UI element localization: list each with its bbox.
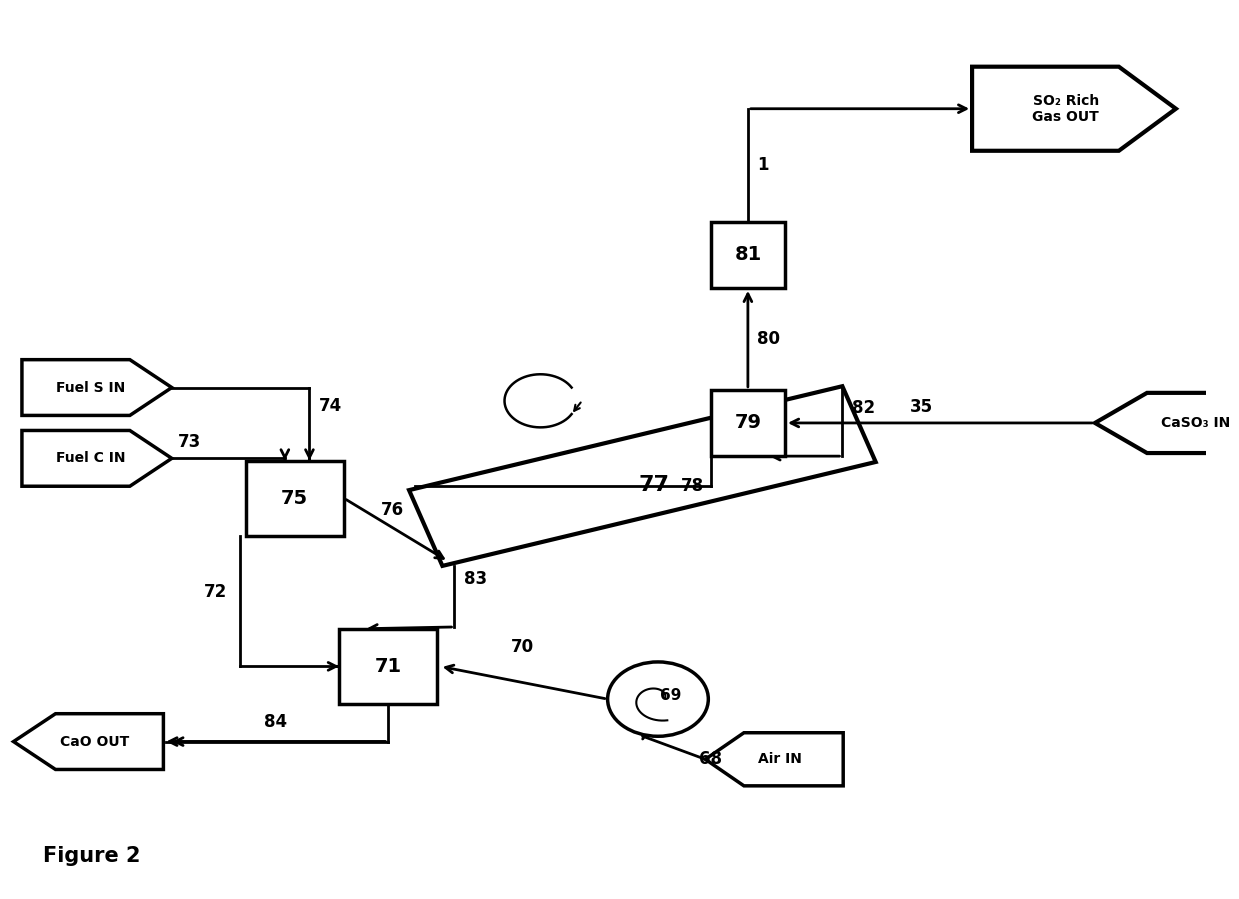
Polygon shape bbox=[705, 733, 844, 786]
Text: 71: 71 bbox=[374, 657, 401, 676]
Text: 76: 76 bbox=[382, 501, 404, 519]
Polygon shape bbox=[973, 67, 1176, 151]
Circle shape bbox=[607, 662, 709, 736]
Text: CaO OUT: CaO OUT bbox=[59, 734, 129, 749]
FancyBboxPatch shape bbox=[711, 390, 786, 456]
Text: 80: 80 bbox=[757, 330, 781, 348]
Polygon shape bbox=[409, 387, 876, 565]
FancyBboxPatch shape bbox=[245, 460, 344, 536]
Text: 69: 69 bbox=[660, 688, 681, 703]
Text: Fuel S IN: Fuel S IN bbox=[56, 380, 125, 395]
Text: Air IN: Air IN bbox=[758, 752, 802, 766]
Text: 83: 83 bbox=[463, 571, 487, 589]
Text: 79: 79 bbox=[735, 414, 762, 432]
Text: 84: 84 bbox=[264, 713, 287, 731]
Polygon shape bbox=[14, 714, 164, 770]
FancyBboxPatch shape bbox=[339, 628, 437, 704]
Text: 82: 82 bbox=[852, 399, 875, 417]
Polygon shape bbox=[1095, 393, 1239, 453]
Text: 70: 70 bbox=[510, 637, 534, 655]
Text: 78: 78 bbox=[680, 476, 704, 494]
Text: Fuel C IN: Fuel C IN bbox=[56, 451, 125, 466]
FancyBboxPatch shape bbox=[711, 221, 786, 288]
Polygon shape bbox=[22, 431, 172, 486]
Text: 74: 74 bbox=[318, 397, 342, 415]
Text: 35: 35 bbox=[909, 398, 933, 416]
Text: SO₂ Rich
Gas OUT: SO₂ Rich Gas OUT bbox=[1032, 93, 1099, 124]
Text: CaSO₃ IN: CaSO₃ IN bbox=[1161, 416, 1230, 430]
Text: 77: 77 bbox=[639, 475, 670, 495]
Polygon shape bbox=[22, 360, 172, 415]
Text: 81: 81 bbox=[735, 245, 762, 264]
Text: 68: 68 bbox=[699, 750, 722, 768]
Text: 72: 72 bbox=[203, 583, 227, 601]
Text: 1: 1 bbox=[757, 156, 769, 174]
Text: 75: 75 bbox=[281, 489, 309, 508]
Text: 73: 73 bbox=[177, 433, 201, 451]
Text: Figure 2: Figure 2 bbox=[43, 845, 140, 866]
